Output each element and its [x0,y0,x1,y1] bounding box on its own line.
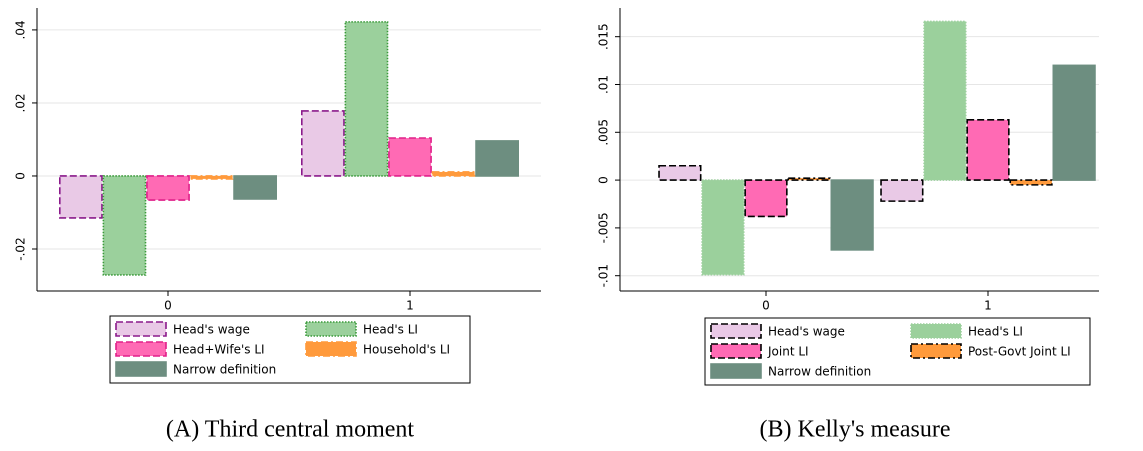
y-tick-label: 0 [597,176,611,184]
legend-swatch [910,323,962,339]
y-tick-label: 0 [14,172,28,180]
legend-box [109,315,471,384]
legend-label: Head's wage [768,325,845,339]
legend-swatch [305,341,357,357]
legend-swatch [115,361,167,377]
bar [880,179,924,202]
y-tick-label: .015 [597,23,611,50]
legend-swatch [115,341,167,357]
x-tick-label: 1 [984,299,992,313]
legend-label: Post-Govt Joint LI [968,345,1071,359]
bar [658,164,702,181]
legend-label: Narrow definition [768,365,871,379]
legend-swatch [910,343,962,359]
legend-label: Narrow definition [173,363,276,377]
bar [1052,64,1096,181]
bar [475,140,520,177]
bar [300,110,345,177]
legend-swatch [710,323,762,339]
y-tick-label: .04 [14,20,28,39]
bar [966,119,1010,181]
bar [923,20,967,181]
bar [830,179,874,251]
bar [1009,179,1053,186]
legend-box [704,317,1091,386]
caption: (B) Kelly's measure [760,417,951,443]
bar [102,175,147,276]
x-tick-label: 0 [762,299,770,313]
legend-label: Head's wage [173,323,250,337]
bar [787,177,831,181]
legend-swatch [115,321,167,337]
bar [58,175,103,219]
bar [146,175,190,201]
y-tick-label: -.005 [597,212,611,243]
legend-swatch [710,343,762,359]
y-tick-label: -.02 [14,237,28,260]
legend-label: Joint LI [767,345,809,359]
y-tick-label: -.01 [597,264,611,287]
y-tick-label: .02 [14,93,28,112]
bar [744,179,788,218]
y-tick-label: .01 [597,75,611,94]
legend-swatch [710,363,762,379]
legend-label: Household's LI [363,343,450,357]
bar [388,137,432,177]
x-tick-label: 0 [164,299,172,313]
legend-label: Head+Wife's LI [173,343,265,357]
bar [344,21,389,177]
bar [233,175,277,200]
caption: (A) Third central moment [166,417,414,443]
bar [431,171,476,177]
y-tick-label: .005 [597,119,611,146]
bar [189,175,234,180]
x-tick-label: 1 [406,299,414,313]
bar [701,179,745,276]
legend-label: Head's LI [968,325,1023,339]
legend-swatch [305,321,357,337]
legend-label: Head's LI [363,323,418,337]
